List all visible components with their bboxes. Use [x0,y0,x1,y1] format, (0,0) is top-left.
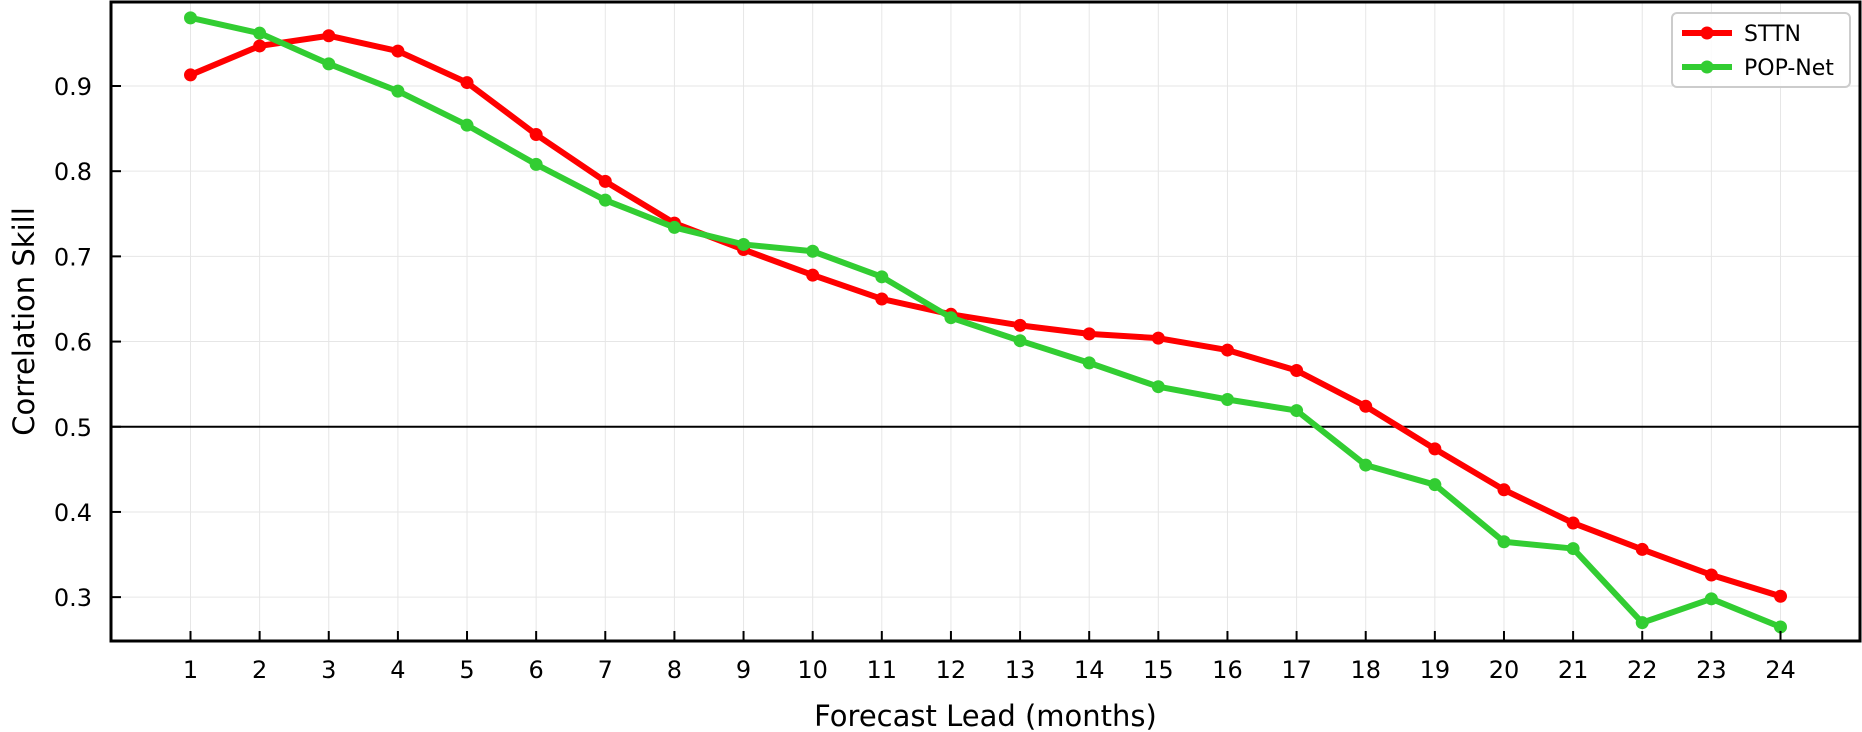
data-point [529,128,543,142]
data-point [1359,399,1373,413]
data-point [1774,589,1787,603]
data-point [1497,483,1511,497]
data-point [1704,592,1718,606]
data-point [1220,343,1234,357]
data-point [667,220,681,234]
x-tick-label: 14 [1074,656,1105,684]
data-point [1497,535,1511,549]
data-point [1082,356,1096,370]
data-point [1635,616,1649,630]
x-tick-label: 23 [1696,656,1727,684]
axes: 1 2 3 4 5 6 7 8 9 10 11 12 13 14 15 16 17 18 19 20 21 22 23 240… [54,73,1796,684]
x-tick-label: 9 [736,656,751,684]
legend-swatch-marker [1700,26,1714,40]
data-point [1774,620,1787,634]
series-layer [184,11,1787,634]
data-point [391,84,405,98]
data-point [184,11,197,25]
x-tick-label: 22 [1627,656,1658,684]
x-axis-title: Forecast Lead (months) [814,699,1157,732]
x-tick-label: 24 [1765,656,1796,684]
data-point [598,193,612,207]
x-tick-label: 7 [598,656,613,684]
x-tick-label: 4 [390,656,405,684]
data-point [1151,331,1165,345]
data-point [1290,364,1304,378]
data-point [1220,392,1234,406]
data-point [944,311,958,325]
y-tick-label: 0.4 [54,499,92,527]
data-point [322,57,336,71]
x-tick-label: 6 [529,656,544,684]
data-point [1013,318,1027,332]
x-tick-label: 11 [867,656,898,684]
x-tick-label: 3 [321,656,336,684]
data-point [1566,542,1580,556]
data-point [322,29,336,43]
data-point [806,244,820,258]
x-tick-label: 2 [252,656,267,684]
data-point [253,26,267,40]
data-point [1704,568,1718,582]
y-tick-label: 0.3 [54,584,92,612]
data-point [1428,478,1442,492]
data-point [253,39,267,53]
x-tick-label: 18 [1350,656,1381,684]
series-line [187,32,1784,600]
x-tick-label: 5 [459,656,474,684]
data-point [1566,516,1580,530]
x-tick-label: 20 [1489,656,1520,684]
data-point [598,174,612,188]
x-tick-label: 8 [667,656,682,684]
y-tick-label: 0.9 [54,73,92,101]
plot-frame [109,0,1862,643]
series-pop-net [184,11,1787,634]
data-point [460,76,474,90]
data-point [391,44,405,58]
legend-label: STTN [1744,22,1801,47]
data-point [875,292,889,306]
x-tick-label: 21 [1558,656,1589,684]
data-point [1151,380,1165,394]
data-point [184,68,197,82]
legend-swatch-marker [1700,60,1714,74]
data-point [1290,404,1304,418]
data-point [460,118,474,132]
data-point [875,270,889,284]
x-tick-label: 16 [1212,656,1243,684]
x-tick-label: 15 [1143,656,1174,684]
y-axis-title: Correlation Skill [7,207,41,436]
series-line [187,14,1784,630]
y-tick-label: 0.7 [54,243,92,271]
x-tick-label: 13 [1005,656,1036,684]
y-tick-label: 0.8 [54,158,92,186]
x-tick-label: 10 [797,656,828,684]
legend: STTN POP-Net [1671,12,1851,88]
data-point [1635,542,1649,556]
y-tick-label: 0.6 [54,329,92,357]
y-tick-label: 0.5 [54,414,92,442]
data-point [737,237,751,251]
data-point [806,268,820,282]
x-tick-label: 1 [183,656,198,684]
x-tick-label: 17 [1281,656,1312,684]
data-point [529,157,543,171]
data-point [1013,334,1027,348]
data-point [1359,458,1373,472]
x-tick-label: 12 [936,656,967,684]
data-point [1082,327,1096,341]
legend-label: POP-Net [1744,56,1834,81]
data-point [1428,442,1442,456]
x-tick-label: 19 [1420,656,1451,684]
